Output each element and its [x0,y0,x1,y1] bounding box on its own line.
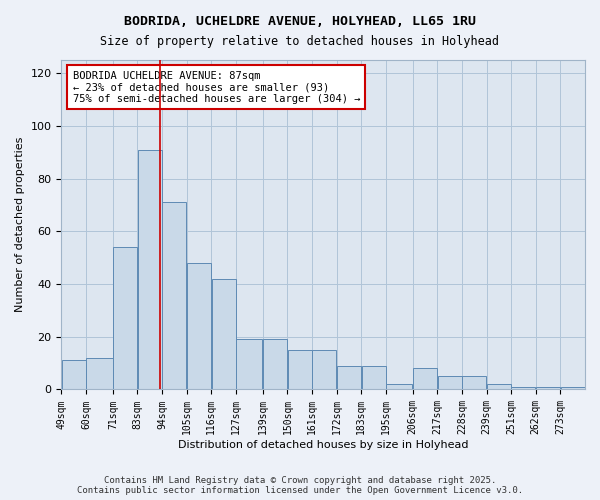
Bar [561,387,584,390]
Text: BODRIDA, UCHELDRE AVENUE, HOLYHEAD, LL65 1RU: BODRIDA, UCHELDRE AVENUE, HOLYHEAD, LL65… [124,15,476,28]
Y-axis label: Number of detached properties: Number of detached properties [15,137,25,312]
Bar [187,263,211,390]
Bar [86,358,113,390]
Bar [236,340,262,390]
Bar [536,387,560,390]
Text: BODRIDA UCHELDRE AVENUE: 87sqm
← 23% of detached houses are smaller (93)
75% of : BODRIDA UCHELDRE AVENUE: 87sqm ← 23% of … [73,70,360,104]
Text: Contains HM Land Registry data © Crown copyright and database right 2025.
Contai: Contains HM Land Registry data © Crown c… [77,476,523,495]
Bar [413,368,437,390]
Bar [437,376,461,390]
Bar [337,366,361,390]
Bar [163,202,187,390]
Bar [487,384,511,390]
Bar [288,350,311,390]
X-axis label: Distribution of detached houses by size in Holyhead: Distribution of detached houses by size … [178,440,469,450]
Bar [362,366,386,390]
Bar [138,150,162,390]
Bar [313,350,336,390]
Bar [462,376,486,390]
Bar [386,384,412,390]
Bar [511,387,535,390]
Bar [263,340,287,390]
Bar [113,247,137,390]
Text: Size of property relative to detached houses in Holyhead: Size of property relative to detached ho… [101,35,499,48]
Bar [62,360,86,390]
Bar [212,279,236,390]
